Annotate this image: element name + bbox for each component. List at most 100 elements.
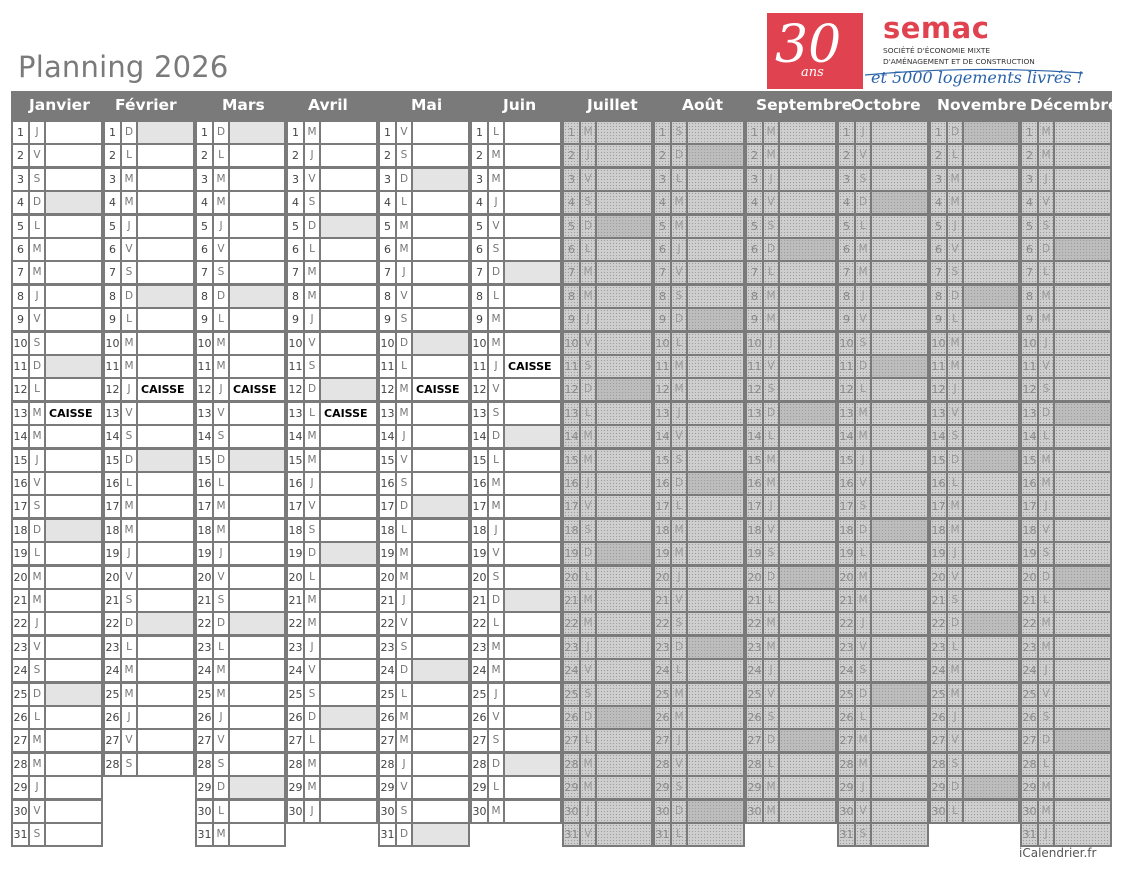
- day-note-field[interactable]: [1055, 496, 1110, 518]
- day-cell[interactable]: 18 V: [1020, 519, 1112, 541]
- day-note-field[interactable]: [46, 356, 101, 377]
- day-cell[interactable]: 20 L: [286, 566, 378, 588]
- day-cell[interactable]: 12 J: [929, 379, 1020, 401]
- day-note-field[interactable]: [597, 636, 651, 658]
- day-note-field[interactable]: [872, 590, 927, 611]
- day-note-field[interactable]: [138, 402, 193, 424]
- day-cell[interactable]: 25 V: [1020, 683, 1112, 705]
- day-note-field[interactable]: [138, 356, 193, 377]
- day-note-field[interactable]: [321, 519, 376, 541]
- day-cell[interactable]: 18 V: [745, 519, 837, 541]
- day-cell[interactable]: 19 L: [11, 543, 103, 565]
- day-note-field[interactable]: [138, 519, 193, 541]
- day-note-field[interactable]: [321, 660, 376, 682]
- day-note-field[interactable]: [597, 239, 651, 260]
- day-note-field[interactable]: [688, 730, 743, 752]
- day-note-field[interactable]: [321, 566, 376, 588]
- day-note-field[interactable]: [688, 379, 743, 401]
- day-cell[interactable]: 27 L: [562, 730, 653, 752]
- day-note-field[interactable]: [872, 777, 927, 799]
- day-note-field[interactable]: [505, 473, 560, 494]
- day-cell[interactable]: 12 J CAISSE: [103, 379, 195, 401]
- day-note-field[interactable]: [964, 543, 1018, 565]
- day-cell[interactable]: 12 M CAISSE: [378, 379, 470, 401]
- day-cell[interactable]: 27 V: [103, 730, 195, 752]
- day-cell[interactable]: 21 L: [1020, 590, 1112, 611]
- day-cell[interactable]: 23 L: [929, 636, 1020, 658]
- day-note-field[interactable]: [872, 449, 927, 471]
- day-cell[interactable]: 20 V: [103, 566, 195, 588]
- day-note-field[interactable]: [230, 753, 284, 775]
- day-cell[interactable]: 24 V: [562, 660, 653, 682]
- day-note-field[interactable]: [688, 800, 743, 822]
- day-cell[interactable]: 28 L: [1020, 753, 1112, 775]
- day-note-field[interactable]: [46, 543, 101, 565]
- day-note-field[interactable]: [780, 379, 835, 401]
- day-cell[interactable]: 22 M: [562, 613, 653, 635]
- day-cell[interactable]: 14 L: [745, 426, 837, 448]
- day-note-field[interactable]: [138, 145, 193, 167]
- day-note-field[interactable]: [505, 800, 560, 822]
- day-cell[interactable]: 26 V: [470, 707, 562, 728]
- day-cell[interactable]: 22 J: [11, 613, 103, 635]
- day-note-field[interactable]: [597, 379, 651, 401]
- day-note-field[interactable]: [872, 543, 927, 565]
- day-note-field[interactable]: [138, 122, 193, 143]
- day-cell[interactable]: 25 M: [653, 683, 745, 705]
- day-note-field[interactable]: [964, 356, 1018, 377]
- day-note-field[interactable]: [138, 636, 193, 658]
- day-note-field[interactable]: [321, 145, 376, 167]
- day-note-field[interactable]: [688, 753, 743, 775]
- day-note-field[interactable]: [964, 590, 1018, 611]
- day-note-field[interactable]: [413, 449, 468, 471]
- day-cell[interactable]: 27 D: [1020, 730, 1112, 752]
- day-note-field[interactable]: [597, 402, 651, 424]
- day-note-field[interactable]: [413, 285, 468, 307]
- day-note-field[interactable]: [597, 309, 651, 331]
- day-note-field[interactable]: [688, 683, 743, 705]
- day-note-field[interactable]: [413, 683, 468, 705]
- day-cell[interactable]: 12 M: [653, 379, 745, 401]
- day-note-field[interactable]: [413, 590, 468, 611]
- day-note-field[interactable]: [688, 356, 743, 377]
- day-note-field[interactable]: [505, 590, 560, 611]
- day-note-field[interactable]: [597, 613, 651, 635]
- day-cell[interactable]: 22 V: [378, 613, 470, 635]
- day-cell[interactable]: 26 L: [837, 707, 929, 728]
- day-note-field[interactable]: [964, 426, 1018, 448]
- day-cell[interactable]: 30 L: [929, 800, 1020, 822]
- day-cell[interactable]: 21 V: [653, 590, 745, 611]
- day-note-field[interactable]: [1055, 683, 1110, 705]
- day-cell[interactable]: 29 J: [11, 777, 103, 799]
- day-cell[interactable]: 30 M: [470, 800, 562, 822]
- day-note-field[interactable]: [688, 239, 743, 260]
- day-note-field[interactable]: CAISSE: [321, 402, 376, 424]
- day-cell[interactable]: 22 D: [195, 613, 286, 635]
- day-cell[interactable]: 26 D: [286, 707, 378, 728]
- day-cell[interactable]: 18 S: [286, 519, 378, 541]
- day-note-field[interactable]: [597, 426, 651, 448]
- day-cell[interactable]: 12 L: [11, 379, 103, 401]
- day-cell[interactable]: 30 M: [745, 800, 837, 822]
- day-cell[interactable]: 29 V: [378, 777, 470, 799]
- day-note-field[interactable]: [1055, 145, 1110, 167]
- day-note-field[interactable]: [46, 168, 101, 190]
- day-cell[interactable]: 10 V: [286, 332, 378, 354]
- day-cell[interactable]: 20 M: [837, 566, 929, 588]
